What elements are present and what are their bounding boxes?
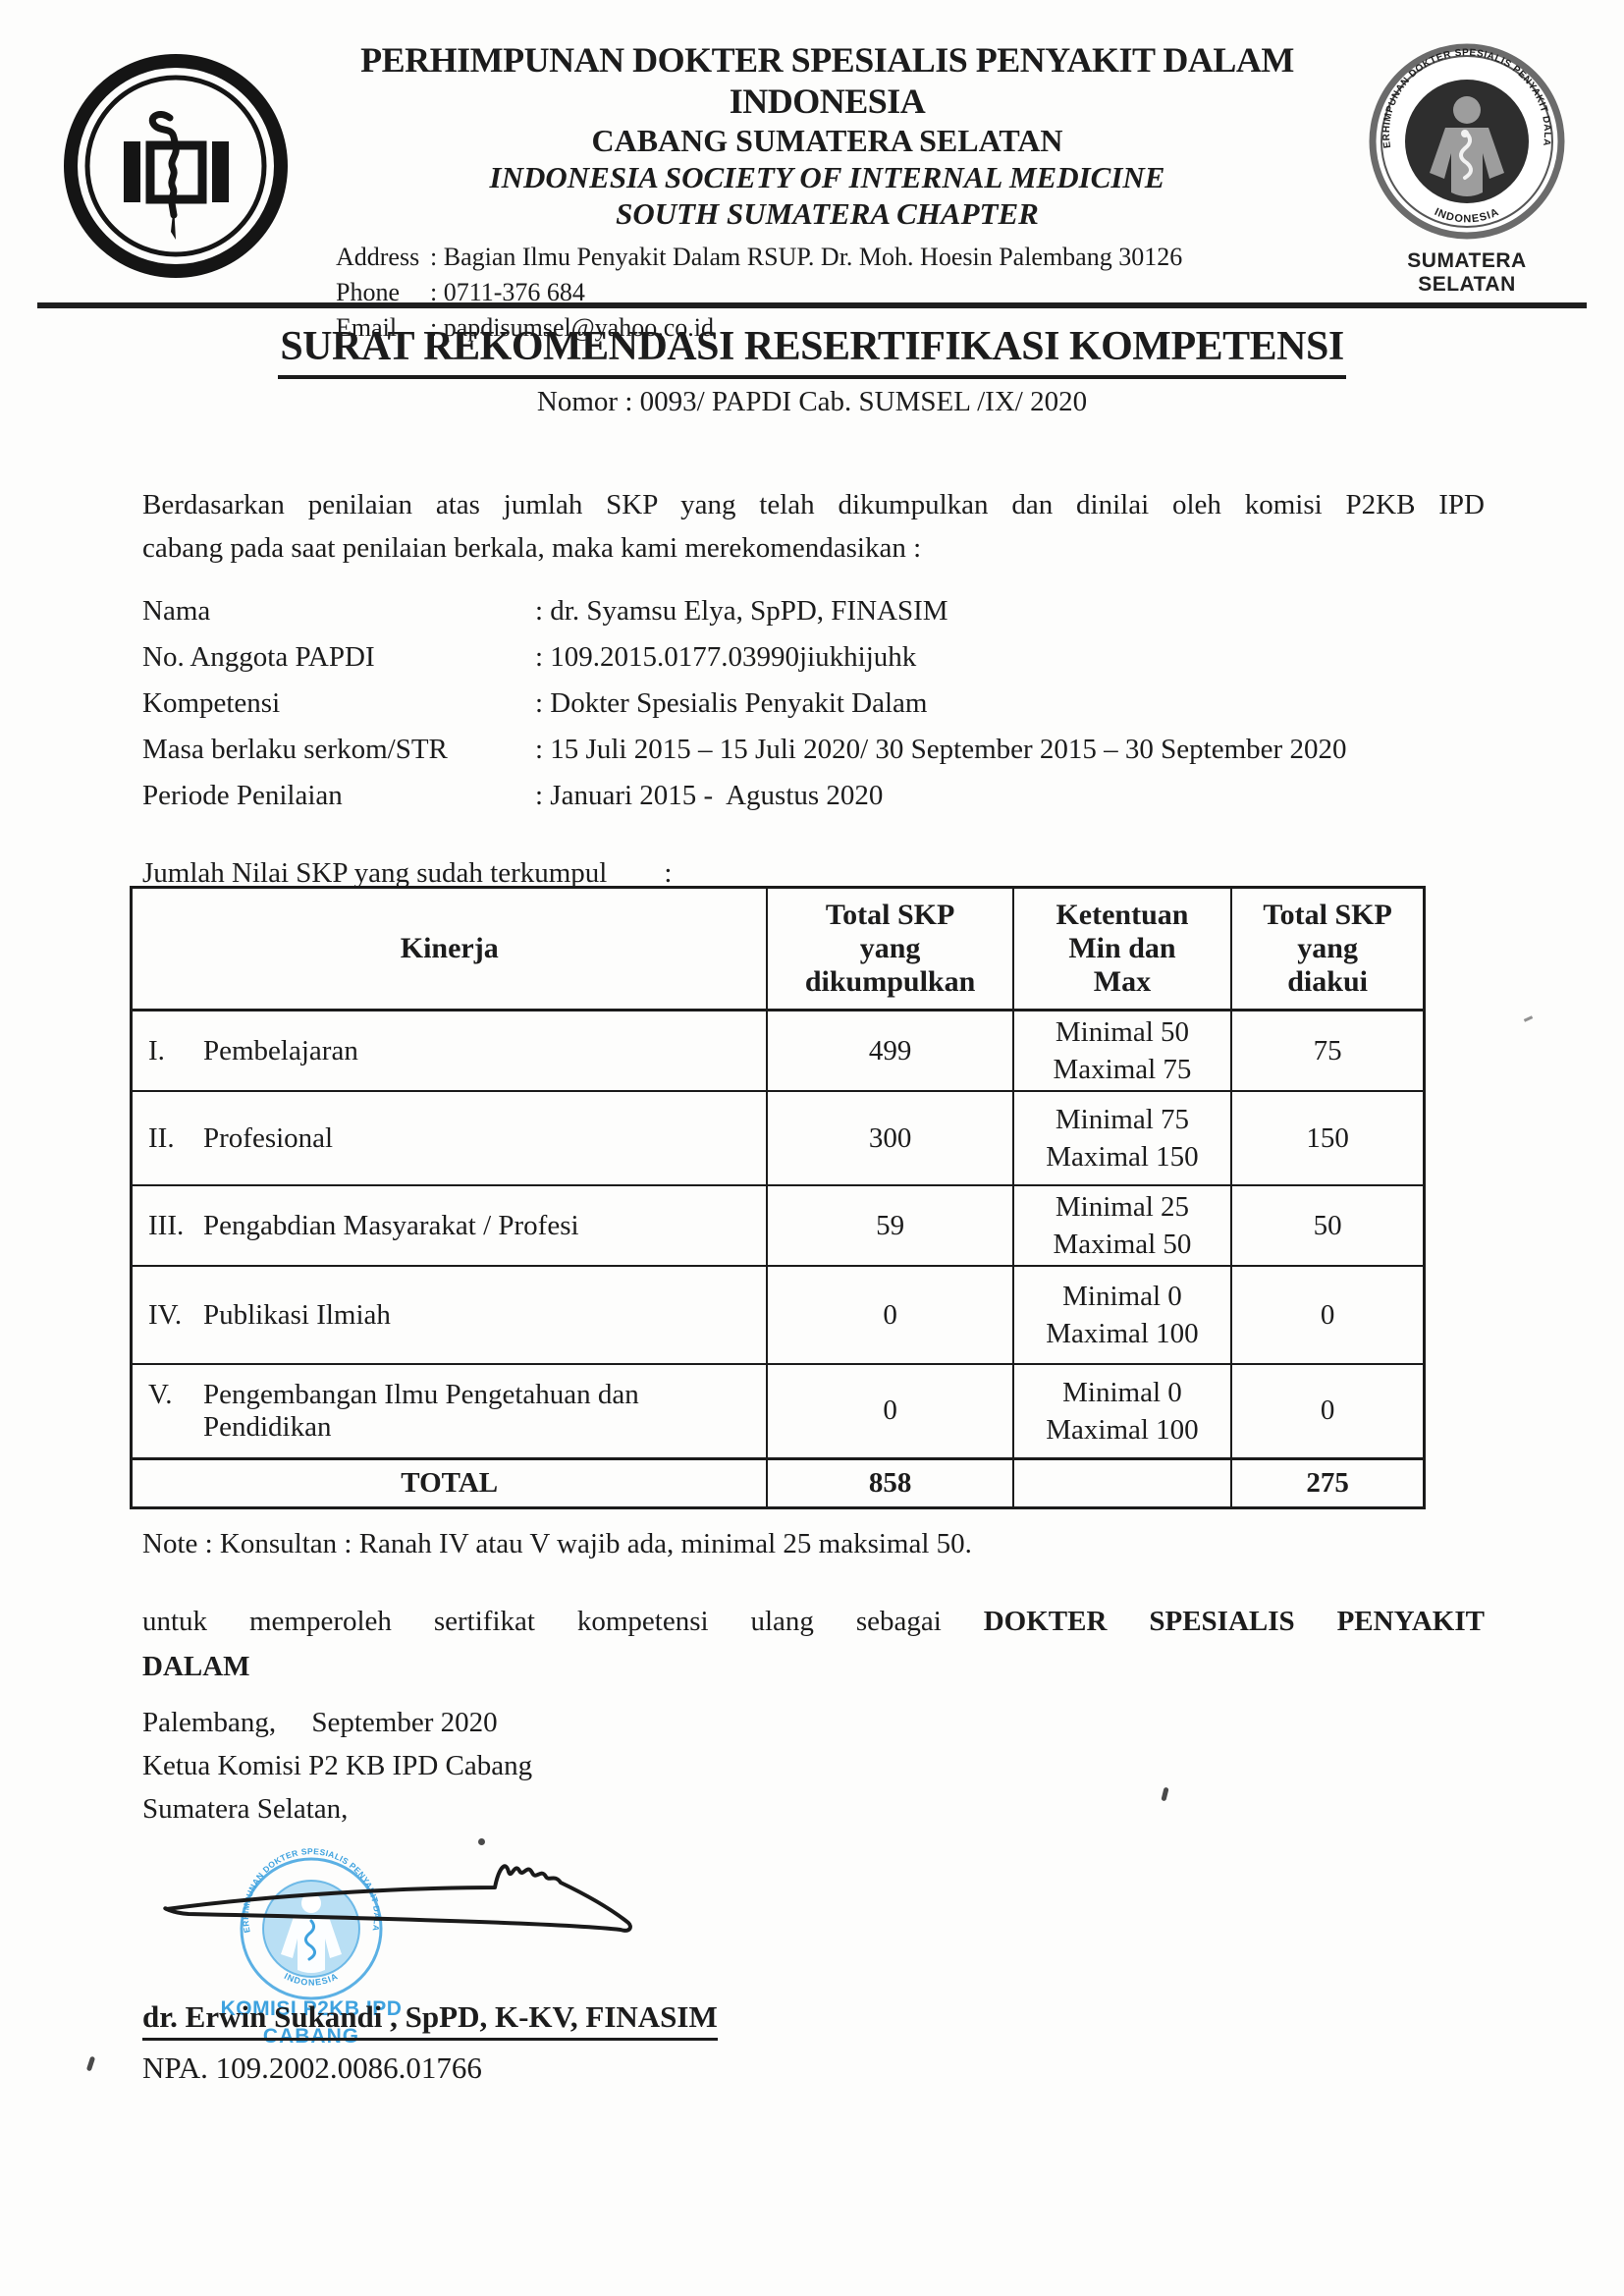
contact-address: Address : Bagian Ilmu Penyakit Dalam RSU… (336, 240, 1360, 275)
phone-label: Phone (336, 278, 400, 306)
scan-artifact-comma (85, 2055, 96, 2072)
field-label: Nama (142, 595, 211, 627)
document-number: Nomor : 0093/ PAPDI Cab. SUMSEL /IX/ 202… (536, 386, 1088, 417)
scan-artifact-apostrophe (1161, 1786, 1169, 1802)
idi-logo (64, 54, 288, 278)
place-date: Palembang, September 2020 (142, 1707, 498, 1738)
closing-line-1: untuk memperoleh sertifikat kompetensi u… (142, 1606, 1485, 1637)
skp-table-header: Kinerja Total SKP yang dikumpulkan Keten… (130, 886, 1426, 1011)
field-value: : dr. Syamsu Elya, SpPD, FINASIM (535, 595, 948, 627)
document-title: SURAT REKOMENDASI RESERTIFIKASI KOMPETEN… (278, 323, 1346, 379)
intro-paragraph: Berdasarkan penilaian atas jumlah SKP ya… (142, 483, 1485, 570)
signer-name: dr. Erwin Sukandi , SpPD, K-KV, FINASIM (142, 1999, 718, 2041)
field-value: : Januari 2015 - Agustus 2020 (535, 780, 884, 811)
email-value: : papdisumsel@yahoo.co.id (430, 313, 714, 342)
closing-paragraph: untuk memperoleh sertifikat kompetensi u… (142, 1599, 1485, 1689)
closing-line-2: DALAM (142, 1651, 250, 1682)
note-line: Note : Konsultan : Ranah IV atau V wajib… (142, 1528, 972, 1559)
header-ketentuan: Ketentuan Min dan Max (1011, 886, 1233, 1011)
scan-artifact-tick (1523, 1015, 1534, 1022)
asclepius-snake-icon (148, 110, 180, 219)
total-collected: 858 (766, 1456, 1014, 1508)
field-periode: Periode Penilaian : Januari 2015 - Agust… (142, 780, 1517, 826)
idi-letter-i-right (212, 141, 229, 202)
total-recognized: 275 (1230, 1456, 1426, 1508)
field-value: : Dokter Spesialis Penyakit Dalam (535, 687, 928, 719)
contact-email: Email : papdisumsel@yahoo.co.id (336, 310, 1360, 346)
title-block: SURAT REKOMENDASI RESERTIFIKASI KOMPETEN… (0, 323, 1624, 418)
org-name: PERHIMPUNAN DOKTER SPESIALIS PENYAKIT DA… (360, 40, 1294, 121)
stamp-figure-head (301, 1893, 321, 1913)
papdi-logo-block: PERHIMPUNAN DOKTER SPESIALIS PENYAKIT DA… (1363, 35, 1571, 297)
address-value: : Bagian Ilmu Penyakit Dalam RSUP. Dr. M… (430, 243, 1183, 271)
phone-value: : 0711-376 684 (430, 278, 585, 306)
table-row: I. Pembelajaran 499 Minimal 50 Maximal 75 … (130, 1009, 1426, 1092)
field-label: Periode Penilaian (142, 780, 343, 811)
skp-table: Kinerja Total SKP yang dikumpulkan Keten… (130, 886, 1426, 1509)
table-row: IV. Publikasi Ilmiah 0 Minimal 0 Maximal 1… (130, 1265, 1426, 1365)
table-row: III. Pengabdian Masyarakat / Profesi 59 M… (130, 1184, 1426, 1267)
papdi-logo: PERHIMPUNAN DOKTER SPESIALIS PENYAKIT DA… (1365, 35, 1565, 240)
field-nama: Nama : dr. Syamsu Elya, SpPD, FINASIM (142, 595, 1517, 641)
table-row: V. Pengembangan Ilmu Pengetahuan dan Pend… (130, 1363, 1426, 1459)
stamp-snake-icon (304, 1919, 316, 1961)
handwritten-signature (163, 1864, 632, 1933)
field-no-anggota: No. Anggota PAPDI : 109.2015.0177.03990j… (142, 641, 1517, 687)
address-label: Address (336, 243, 420, 271)
header-divider (37, 302, 1587, 308)
signer-npa: NPA. 109.2002.0086.01766 (142, 2050, 482, 2085)
field-label: No. Anggota PAPDI (142, 641, 375, 673)
email-label: Email (336, 313, 398, 342)
signer-role-2: Sumatera Selatan, (142, 1793, 349, 1825)
field-kompetensi: Kompetensi : Dokter Spesialis Penyakit D… (142, 687, 1517, 734)
letterhead: PERHIMPUNAN DOKTER SPESIALIS PENYAKIT DA… (295, 39, 1360, 346)
signature-block: Palembang, September 2020 Ketua Komisi P… (142, 1701, 532, 1831)
header-kinerja: Kinerja (130, 886, 769, 1011)
figure-head (1453, 96, 1481, 124)
skp-total-caption: Jumlah Nilai SKP yang sudah terkumpul : (142, 857, 673, 889)
signer-role-1: Ketua Komisi P2 KB IPD Cabang (142, 1750, 533, 1781)
org-branch-en: SOUTH SUMATERA CHAPTER (616, 196, 1039, 231)
contact-phone: Phone : 0711-376 684 (336, 275, 1360, 310)
org-branch: CABANG SUMATERA SELATAN (591, 123, 1063, 158)
field-label: Masa berlaku serkom/STR (142, 734, 448, 765)
total-empty-cell (1011, 1456, 1233, 1508)
idi-letter-i-left (124, 141, 140, 202)
stamp-text-line1: KOMISI P2KB IPD (221, 1997, 403, 2020)
field-value: : 15 Juli 2015 – 15 Juli 2020/ 30 Septem… (535, 734, 1347, 765)
table-row: II. Profesional 300 Minimal 75 Maximal 150… (130, 1090, 1426, 1186)
table-total-row: TOTAL 858 275 (130, 1456, 1426, 1508)
header-recognized: Total SKP yang diakui (1230, 886, 1426, 1011)
intro-line-1: Berdasarkan penilaian atas jumlah SKP ya… (142, 489, 1485, 520)
field-value: : 109.2015.0177.03990jiukhijuhk (535, 641, 917, 673)
header-collected: Total SKP yang dikumpulkan (766, 886, 1014, 1011)
papdi-logo-caption: SUMATERA SELATAN (1407, 249, 1527, 296)
stamp-text-line2: CABANG (263, 2025, 359, 2048)
scan-artifact-dot (478, 1838, 485, 1845)
total-label: TOTAL (130, 1456, 769, 1508)
snake-icon (1459, 132, 1473, 180)
intro-line-2: cabang pada saat penilaian berkala, maka… (142, 532, 922, 564)
org-name-en: INDONESIA SOCIETY OF INTERNAL MEDICINE (489, 160, 1165, 194)
field-masa-berlaku: Masa berlaku serkom/STR : 15 Juli 2015 –… (142, 734, 1517, 780)
member-fields: Nama : dr. Syamsu Elya, SpPD, FINASIM No… (142, 595, 1517, 826)
field-label: Kompetensi (142, 687, 281, 719)
contact-block: Address : Bagian Ilmu Penyakit Dalam RSU… (295, 240, 1360, 346)
